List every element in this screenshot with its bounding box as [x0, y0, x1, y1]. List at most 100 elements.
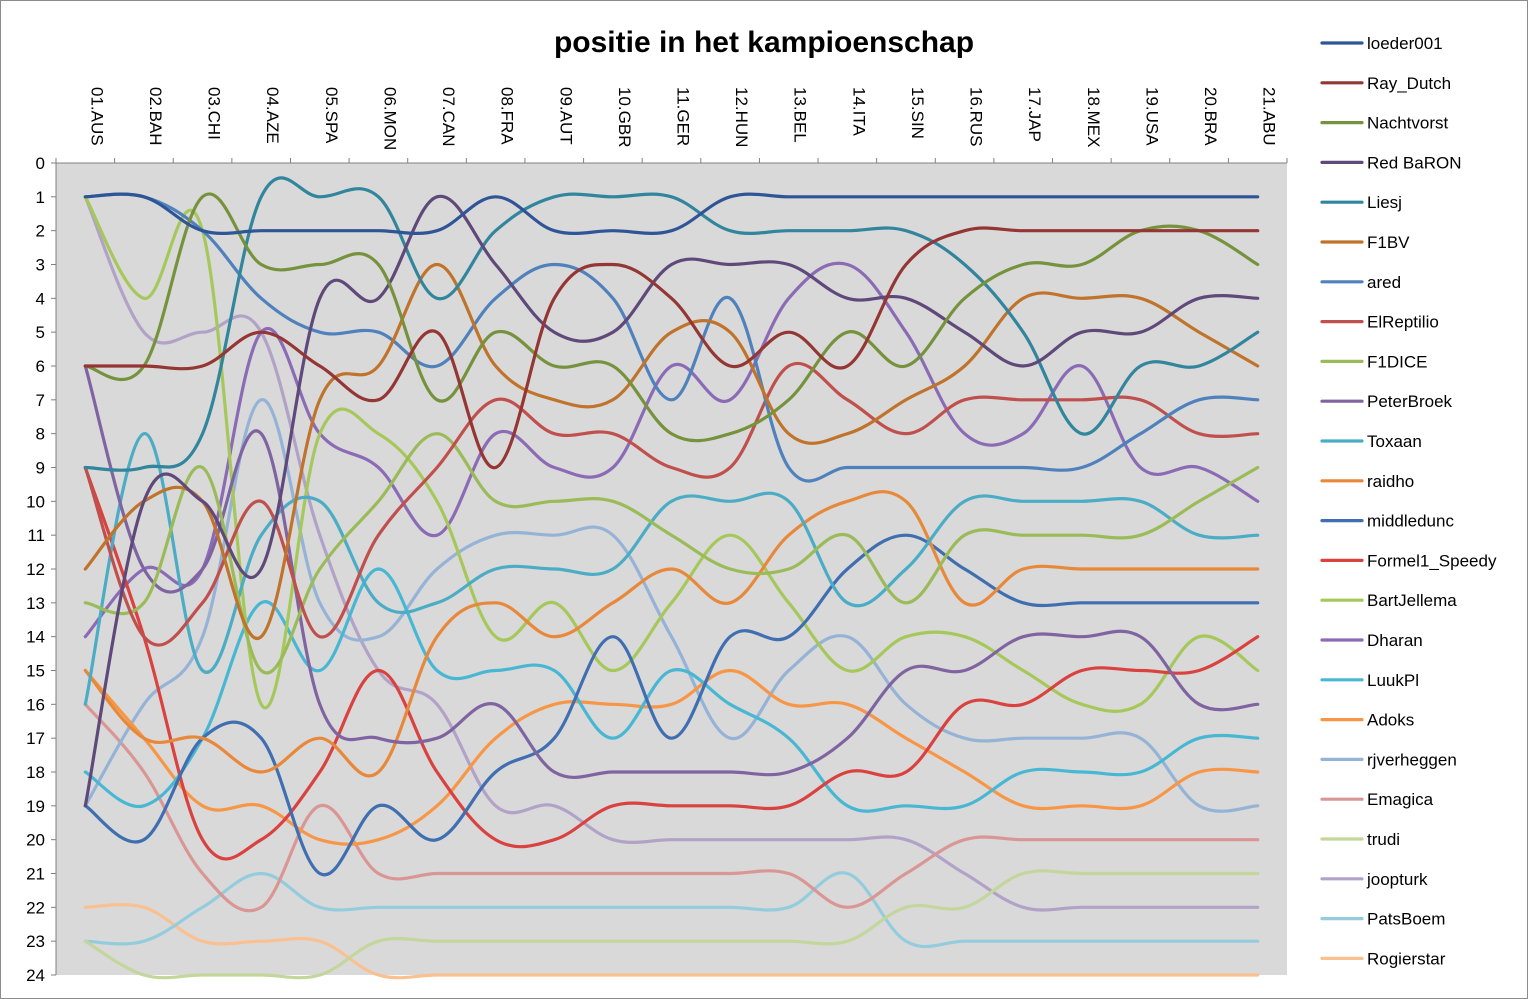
series-line-f1bv	[83, 262, 1260, 641]
chart-title: positie in het kampioenschap	[554, 26, 974, 59]
x-tick-label: 01.AUS	[87, 87, 106, 146]
y-tick-label: 2	[36, 222, 45, 241]
series-line-nachtvorst	[83, 192, 1260, 443]
legend-item: Nachtvorst	[1320, 114, 1449, 133]
y-tick-label: 11	[27, 526, 45, 545]
x-tick-label: 13.BEL	[791, 87, 810, 143]
series-line-ared	[83, 192, 1260, 483]
x-tick-label: 07.CAN	[439, 87, 458, 147]
x-axis: 01.AUS 02.BAH 03.CHI 04.AZE 05.SPA 06.MON 07.C…	[55, 87, 1288, 164]
x-tick-label: 05.SPA	[322, 87, 341, 144]
legend-label: Toxaan	[1367, 432, 1422, 451]
legend-item: Formel1_Speedy	[1320, 551, 1497, 570]
legend-label: PeterBroek	[1367, 392, 1453, 411]
y-tick-label: 13	[26, 594, 45, 613]
x-tick-label: 14.ITA	[849, 87, 868, 136]
x-tick-label: 11.GER	[674, 87, 693, 146]
x-tick-label: 03.CHI	[205, 87, 224, 140]
legend-item: LuukPl	[1320, 671, 1419, 690]
legend-item: PeterBroek	[1320, 392, 1453, 411]
x-tick-label: 21.ABU	[1260, 87, 1279, 146]
legend-item: Dharan	[1320, 631, 1423, 650]
legend-label: raidho	[1367, 472, 1414, 491]
legend-item: ared	[1320, 273, 1401, 292]
legend-label: ared	[1367, 273, 1401, 292]
legend-item: BartJellema	[1320, 591, 1457, 610]
legend-label: Liesj	[1367, 193, 1402, 212]
legend-item: loeder001	[1320, 34, 1443, 53]
series-line-middledunc	[83, 533, 1260, 877]
series-line-trudi	[83, 869, 1260, 980]
y-tick-label: 16	[26, 695, 45, 714]
legend-label: Rogierstar	[1367, 949, 1446, 968]
legend-label: Formel1_Speedy	[1367, 551, 1497, 570]
x-tick-label: 04.AZE	[263, 87, 282, 144]
y-tick-label: 8	[36, 425, 45, 444]
series-line-toxaan	[83, 432, 1260, 706]
legend-item: joopturk	[1320, 870, 1428, 889]
legend-item: Rogierstar	[1320, 949, 1446, 968]
x-tick-label: 08.FRA	[498, 87, 517, 145]
legend-label: trudi	[1367, 830, 1400, 849]
series-line-liesj	[83, 176, 1260, 472]
x-tick-label: 16.RUS	[967, 87, 986, 147]
y-tick-label: 20	[26, 831, 45, 850]
legend-item: Liesj	[1320, 193, 1402, 212]
legend-label: loeder001	[1367, 34, 1443, 53]
legend-item: Emagica	[1320, 790, 1434, 809]
legend-item: middledunc	[1320, 512, 1454, 531]
legend-label: rjverheggen	[1367, 750, 1457, 769]
y-tick-label: 7	[36, 391, 45, 410]
x-tick-label: 18.MEX	[1084, 87, 1103, 147]
y-tick-label: 17	[26, 729, 45, 748]
series-line-formel1-speedy	[83, 465, 1260, 861]
y-tick-label: 0	[36, 154, 45, 173]
y-tick-label: 6	[36, 357, 45, 376]
legend-label: ElReptilio	[1367, 313, 1439, 332]
series-line-emagica	[83, 702, 1260, 913]
x-tick-label: 19.USA	[1142, 87, 1161, 146]
series-line-bartjellema	[83, 195, 1260, 713]
legend-label: joopturk	[1366, 870, 1428, 889]
series-line-rogierstar	[83, 903, 1260, 980]
legend-item: Red BaRON	[1320, 153, 1461, 172]
series-line-patsboem	[83, 871, 1260, 949]
legend-label: Red BaRON	[1367, 153, 1461, 172]
legend: loeder001 Ray_Dutch Nachtvorst Red BaRON Lie…	[1320, 34, 1497, 968]
series-line-loeder001	[83, 192, 1260, 235]
x-tick-label: 06.MON	[380, 87, 399, 150]
legend-label: F1DICE	[1367, 352, 1427, 371]
legend-item: PatsBoem	[1320, 910, 1445, 929]
y-tick-label: 5	[36, 323, 45, 342]
legend-label: PatsBoem	[1367, 910, 1445, 929]
legend-label: Nachtvorst	[1367, 114, 1449, 133]
legend-item: Adoks	[1320, 711, 1414, 730]
x-tick-label: 15.SIN	[908, 87, 927, 139]
legend-item: raidho	[1320, 472, 1414, 491]
y-tick-label: 18	[26, 763, 45, 782]
series-line-elreptilio	[83, 362, 1260, 647]
y-tick-label: 9	[36, 459, 45, 478]
series-line-f1dice	[83, 432, 1260, 675]
x-tick-label: 10.GBR	[615, 87, 634, 147]
y-tick-label: 14	[26, 628, 45, 647]
legend-item: F1DICE	[1320, 352, 1427, 371]
x-tick-label: 20.BRA	[1201, 87, 1220, 146]
y-tick-label: 15	[26, 662, 45, 681]
series-line-luukpl	[83, 567, 1260, 813]
x-tick-label: 12.HUN	[732, 87, 751, 147]
legend-label: Dharan	[1367, 631, 1423, 650]
x-tick-label: 02.BAH	[146, 87, 165, 146]
series-line-peterbroek	[83, 364, 1260, 780]
series-line-red-baron	[83, 194, 1260, 808]
legend-label: F1BV	[1367, 233, 1410, 252]
y-tick-label: 3	[36, 256, 45, 275]
series-line-rjverheggen	[83, 398, 1260, 813]
y-tick-label: 10	[26, 492, 45, 511]
legend-label: middledunc	[1367, 512, 1454, 531]
x-tick-label: 17.JAP	[1025, 87, 1044, 142]
legend-item: Ray_Dutch	[1320, 74, 1451, 93]
x-tick-label: 09.AUT	[556, 87, 575, 145]
